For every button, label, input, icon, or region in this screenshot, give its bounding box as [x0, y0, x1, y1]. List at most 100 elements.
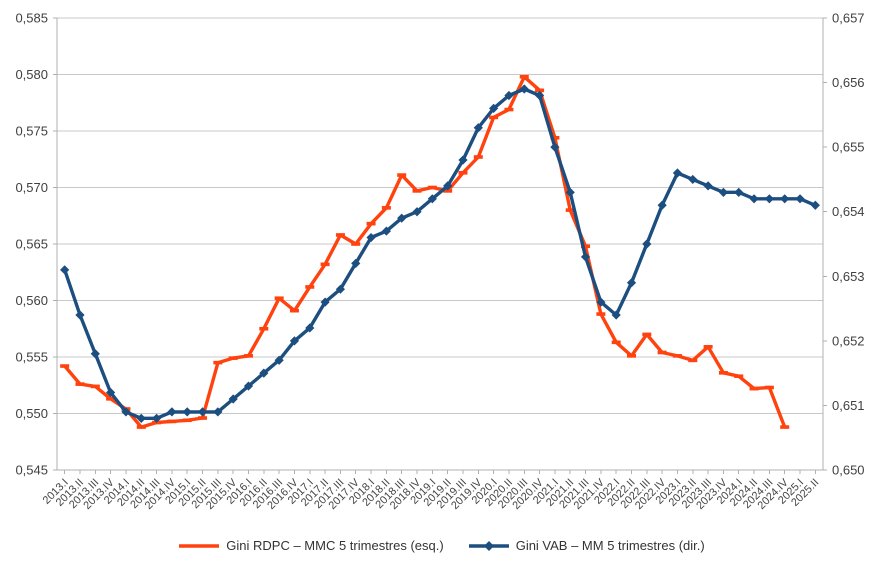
dash-marker [427, 185, 437, 190]
dash-marker [489, 115, 499, 120]
left-axis-tick-label: 0,575 [15, 124, 48, 139]
diamond-marker [259, 368, 269, 378]
dash-marker [90, 384, 100, 389]
dash-marker [458, 171, 468, 175]
dash-marker [397, 173, 407, 177]
left-axis-tick-label: 0,580 [15, 67, 48, 82]
dash-marker [213, 360, 223, 365]
diamond-marker [90, 349, 100, 359]
diamond-marker [810, 200, 820, 210]
right-axis-tick-label: 0,656 [832, 75, 865, 90]
dash-marker [60, 364, 70, 368]
diamond-marker [335, 284, 346, 294]
dash-marker [718, 371, 728, 375]
legend-label-gini-vab: Gini VAB – MM 5 trimestres (dir.) [515, 538, 705, 553]
diamond-marker [489, 103, 499, 113]
right-axis-tick-label: 0,657 [832, 11, 865, 26]
diamond-marker [75, 310, 85, 320]
diamond-marker [458, 155, 468, 165]
legend-swatch-rdpc-line [179, 543, 220, 548]
diamond-marker [305, 323, 315, 333]
chart-legend: Gini RDPC – MMC 5 trimestres (esq.) Gini… [0, 538, 883, 553]
left-axis-tick-label: 0,550 [15, 406, 48, 421]
dash-marker [688, 358, 698, 363]
dash-marker [703, 345, 713, 349]
diamond-marker [427, 194, 437, 204]
dash-marker [611, 340, 621, 345]
diamond-marker [320, 297, 330, 307]
diamond-marker [780, 194, 790, 204]
diamond-marker [197, 407, 208, 417]
right-axis-tick-label: 0,655 [832, 140, 865, 155]
left-axis-tick-label: 0,545 [15, 463, 48, 478]
series-line-gini-vab [63, 87, 816, 420]
diamond-marker [718, 187, 729, 197]
legend-item-gini-vab: Gini VAB – MM 5 trimestres (dir.) [468, 538, 705, 553]
diamond-marker [136, 413, 146, 423]
diamond-marker [381, 226, 391, 236]
diamond-marker [565, 187, 575, 197]
dash-marker [335, 233, 345, 237]
dash-marker [473, 155, 483, 159]
right-axis-tick-label: 0,650 [832, 463, 865, 478]
diamond-marker [657, 200, 667, 210]
legend-swatch-vab-line [468, 540, 509, 551]
dash-marker [320, 262, 330, 267]
series-line-gini-rdpc [63, 75, 787, 429]
diamond-marker [550, 142, 560, 152]
dash-marker [366, 221, 376, 226]
diamond-marker [106, 387, 116, 398]
dash-marker [443, 189, 453, 193]
diamond-marker [688, 174, 698, 185]
diamond-marker [60, 265, 70, 275]
diamond-marker [351, 258, 361, 268]
dash-marker [305, 285, 315, 289]
dash-marker [596, 312, 606, 316]
diamond-marker [795, 194, 805, 204]
diamond-marker [703, 181, 713, 191]
dash-marker [672, 354, 682, 358]
right-axis-tick-label: 0,651 [832, 398, 865, 413]
dash-marker [75, 382, 85, 386]
dash-marker [734, 374, 744, 379]
dash-marker [381, 206, 391, 210]
dash-marker [504, 107, 514, 112]
dash-marker [780, 425, 790, 429]
diamond-marker [749, 194, 759, 204]
left-axis-tick-label: 0,585 [15, 11, 48, 26]
dash-marker [259, 326, 269, 331]
dash-marker [106, 397, 116, 401]
diamond-marker [580, 252, 591, 262]
diamond-marker [397, 213, 407, 223]
diamond-marker [228, 394, 238, 404]
left-axis-tick-label: 0,570 [15, 180, 48, 195]
dash-marker [565, 208, 575, 212]
legend-label-gini-rdpc: Gini RDPC – MMC 5 trimestres (esq.) [226, 538, 444, 553]
dash-marker [749, 386, 759, 391]
dash-marker [535, 88, 545, 93]
diamond-marker [534, 90, 545, 101]
diamond-marker [519, 84, 529, 94]
dash-marker [274, 296, 284, 301]
diamond-marker [473, 123, 483, 133]
diamond-marker [121, 407, 131, 417]
left-axis-tick-label: 0,555 [15, 350, 48, 365]
dash-marker [642, 332, 652, 337]
diamond-marker [182, 407, 192, 417]
dash-marker [550, 135, 560, 140]
diamond-marker [764, 194, 774, 204]
diamond-marker [167, 407, 177, 417]
dash-marker [167, 419, 177, 424]
diamond-marker [642, 239, 652, 249]
diamond-marker [611, 310, 621, 320]
dash-marker [519, 74, 529, 79]
dash-marker [198, 416, 208, 420]
diamond-marker [672, 168, 683, 178]
dash-marker [581, 244, 591, 249]
dash-marker [764, 385, 774, 390]
diamond-marker [504, 90, 514, 101]
legend-item-gini-rdpc: Gini RDPC – MMC 5 trimestres (esq.) [178, 538, 444, 553]
diamond-marker [443, 181, 453, 191]
